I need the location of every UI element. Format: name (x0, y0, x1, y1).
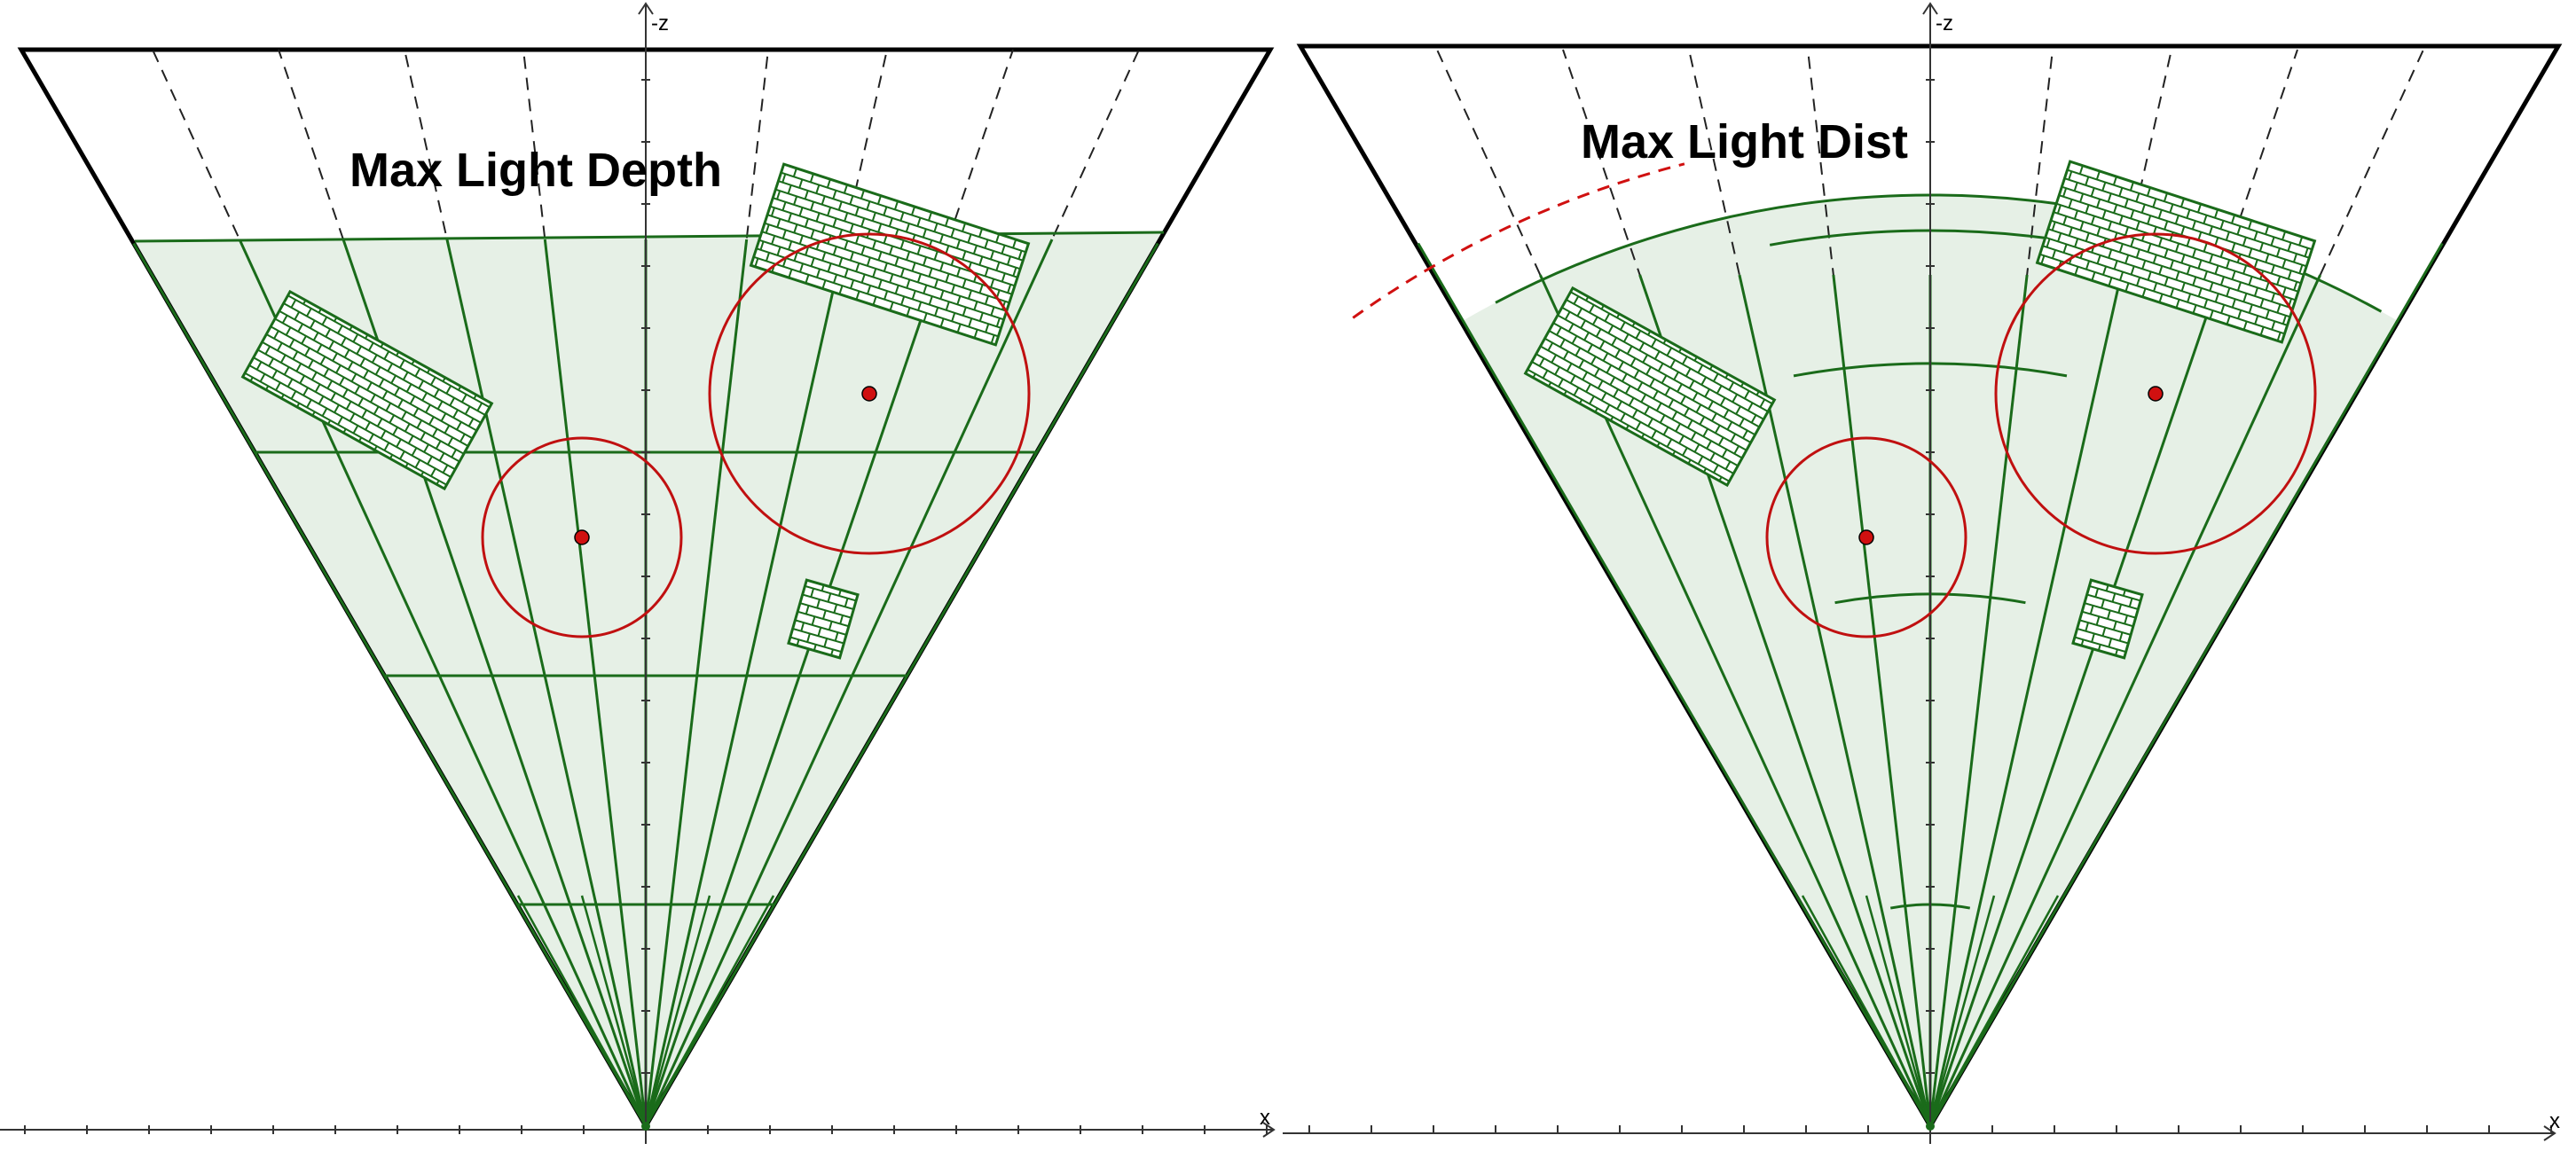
x-axis-label: x (2549, 1109, 2560, 1133)
z-axis-label: -z (1936, 12, 1953, 35)
cluster-ray (1928, 274, 2222, 1127)
dashed-ray (278, 49, 647, 1127)
cluster-ray (1928, 274, 2029, 1127)
dashed-ray (1562, 49, 1931, 1127)
panel-max-light-dist: -z x Max Light Dist (1283, 2, 2563, 1144)
cluster-ray (1865, 895, 1932, 1127)
cluster-ray (644, 239, 846, 1127)
dashed-ray (404, 49, 647, 1127)
cluster-ray (1832, 274, 1932, 1127)
cluster-ray (1928, 895, 2060, 1127)
cluster-ray (1738, 274, 1932, 1127)
light-radius (708, 232, 1031, 555)
dashed-ray (1688, 49, 1931, 1127)
cluster-ray (580, 895, 648, 1127)
brick-wall-icon (787, 578, 860, 660)
light-radius (1765, 436, 1967, 638)
light-radius (1994, 232, 2317, 555)
z-axis-label: -z (651, 12, 669, 35)
light-point-icon (861, 386, 877, 402)
light-point-icon (1858, 529, 1874, 545)
brick-wall-icon (2071, 578, 2144, 660)
cluster-ray (644, 895, 775, 1127)
culled-arc (1352, 162, 1685, 319)
cluster-ray (644, 895, 711, 1127)
cluster-ray (1928, 274, 2322, 1127)
cluster-ray (1928, 274, 2123, 1127)
cluster-ray (1928, 242, 2444, 1127)
cluster-ray (1928, 895, 1996, 1127)
panel-title: Max Light Dist (1581, 115, 1908, 168)
x-axis-label: x (1260, 1106, 1270, 1130)
cluster-ray (132, 242, 648, 1127)
axis-ticks (1308, 79, 2552, 1134)
brick-wall-icon (240, 289, 494, 491)
cluster-ray (445, 239, 648, 1127)
brick-wall-icon (2035, 160, 2317, 344)
brick-wall-icon (1523, 286, 1777, 488)
brick-wall-icon (749, 162, 1031, 347)
cluster-ray (516, 895, 648, 1127)
panel-max-light-depth: -z x Max Light Depth (0, 2, 1276, 1144)
light-point-icon (574, 529, 590, 545)
light-point-icon (2148, 386, 2164, 402)
cluster-ray (644, 239, 1054, 1127)
cluster-ray (543, 239, 648, 1127)
cluster-ray (1801, 895, 1932, 1127)
axis-ticks (24, 79, 1268, 1134)
cluster-ray (644, 239, 950, 1127)
cluster-ray (644, 242, 1159, 1127)
cluster-ray (644, 239, 749, 1127)
panel-title: Max Light Depth (349, 144, 722, 197)
cluster-ray (1417, 242, 1932, 1127)
light-radius (481, 436, 683, 638)
